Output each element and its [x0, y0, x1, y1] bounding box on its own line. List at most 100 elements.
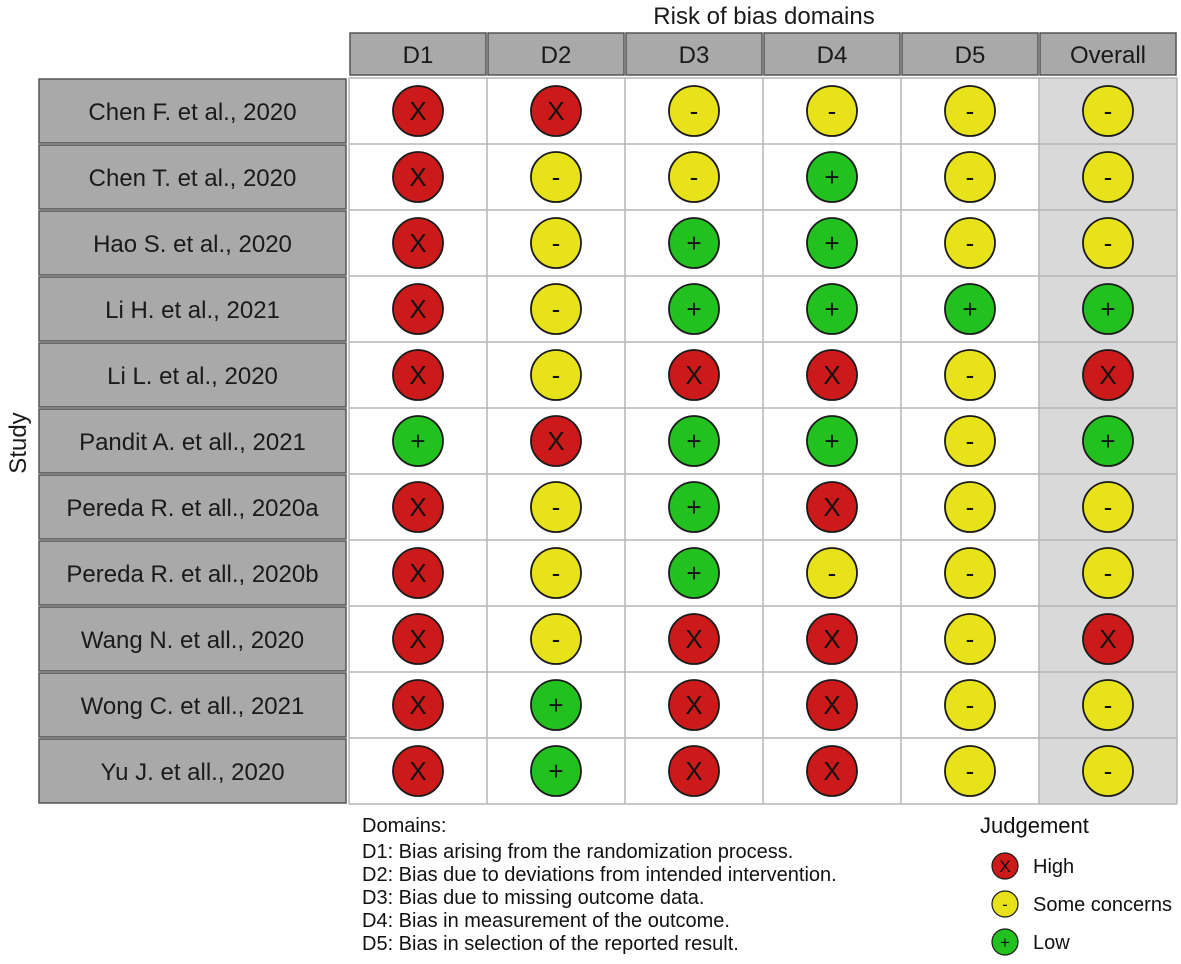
judgement-circle: [1082, 283, 1134, 335]
column-header-label: Overall: [1070, 42, 1146, 69]
judgement-circle: [668, 217, 720, 269]
study-rows: Chen F. et al., 2020 X X - - - - Chen T. et al.…: [38, 78, 1134, 804]
judgement-symbol: X: [823, 360, 840, 390]
judgement-circle: [530, 217, 582, 269]
judgement-circle: [668, 85, 720, 137]
judgement-symbol: +: [1100, 426, 1115, 456]
judgement-symbol: X: [547, 426, 564, 456]
judgement-circle: [944, 349, 996, 401]
judgement-symbol: -: [966, 492, 975, 522]
study-label: Chen T. et al., 2020: [89, 165, 297, 192]
judgement-symbol: X: [409, 690, 426, 720]
column-header-cell: [625, 32, 763, 76]
study-label-cell: [38, 144, 347, 210]
column-header-label: D4: [817, 42, 848, 69]
judgement-circle: [806, 745, 858, 797]
judgement-circle: [530, 547, 582, 599]
judgement-symbol: X: [685, 360, 702, 390]
domains-note-line: D2: Bias due to deviations from intended…: [362, 864, 837, 886]
study-label-cell: [38, 474, 347, 540]
judgement-circle: [944, 481, 996, 533]
judgement-circle: [806, 613, 858, 665]
judgement-circle: [944, 217, 996, 269]
column-header-label: D3: [679, 42, 710, 69]
judgement-symbol: -: [1104, 756, 1113, 786]
judgement-symbol: -: [552, 492, 561, 522]
judgement-circle: [392, 679, 444, 731]
judgement-circle: [392, 481, 444, 533]
column-header-label: D2: [541, 42, 572, 69]
judgement-symbol: +: [686, 492, 701, 522]
judgement-symbol: X: [823, 690, 840, 720]
judgement-symbol: -: [552, 228, 561, 258]
judgement-circle: [1082, 217, 1134, 269]
judgement-symbol: -: [552, 360, 561, 390]
study-label: Chen F. et al., 2020: [88, 99, 296, 126]
judgement-symbol: X: [823, 624, 840, 654]
judgement-symbol: -: [966, 756, 975, 786]
judgement-symbol: -: [690, 96, 699, 126]
study-label: Hao S. et al., 2020: [93, 231, 292, 258]
y-axis-label: Study: [5, 412, 32, 473]
legend-swatch-symbol: +: [1000, 933, 1010, 952]
judgement-circle: [1082, 85, 1134, 137]
judgement-circle: [944, 415, 996, 467]
judgement-symbol: -: [966, 558, 975, 588]
judgement-circle: [392, 745, 444, 797]
judgement-symbol: X: [409, 294, 426, 324]
judgement-symbol: -: [966, 162, 975, 192]
judgement-symbol: +: [686, 228, 701, 258]
judgement-symbol: +: [410, 426, 425, 456]
judgement-symbol: +: [824, 228, 839, 258]
judgement-symbol: +: [824, 426, 839, 456]
judgement-symbol: -: [1104, 492, 1113, 522]
judgement-symbol: -: [690, 162, 699, 192]
judgement-symbol: +: [824, 162, 839, 192]
legend-title: Judgement: [980, 813, 1089, 838]
legend-swatch-symbol: -: [1002, 895, 1008, 914]
judgement-symbol: X: [409, 492, 426, 522]
judgement-circle: [392, 415, 444, 467]
judgement-symbol: -: [1104, 690, 1113, 720]
judgement-symbol: X: [409, 228, 426, 258]
judgement-symbol: -: [966, 426, 975, 456]
judgement-circle: [806, 85, 858, 137]
judgement-symbol: X: [409, 624, 426, 654]
judgement-symbol: X: [409, 96, 426, 126]
judgement-circle: [806, 151, 858, 203]
judgement-symbol: -: [966, 690, 975, 720]
judgement-circle: [944, 613, 996, 665]
study-label-cell: [38, 672, 347, 738]
judgement-circle: [944, 547, 996, 599]
study-label-cell: [38, 738, 347, 804]
study-label-cell: [38, 342, 347, 408]
judgement-symbol: +: [962, 294, 977, 324]
judgement-symbol: +: [824, 294, 839, 324]
judgement-circle: [1082, 481, 1134, 533]
domains-note-line: D5: Bias in selection of the reported re…: [362, 933, 739, 955]
judgement-circle: [944, 151, 996, 203]
study-label: Yu J. et all., 2020: [100, 759, 284, 786]
judgement-circle: [668, 679, 720, 731]
study-label-cell: [38, 276, 347, 342]
study-label-cell: [38, 408, 347, 474]
column-header-label: D5: [955, 42, 986, 69]
judgement-symbol: X: [1099, 624, 1116, 654]
judgement-circle: [530, 679, 582, 731]
judgement-circle: [806, 481, 858, 533]
judgement-symbol: -: [1104, 162, 1113, 192]
judgement-circle: [392, 613, 444, 665]
judgement-circle: [806, 349, 858, 401]
judgement-circle: [530, 85, 582, 137]
judgement-circle: [806, 679, 858, 731]
study-label: Pereda R. et all., 2020b: [66, 561, 318, 588]
chart-title: Risk of bias domains: [653, 3, 874, 30]
study-label: Li H. et al., 2021: [105, 297, 280, 324]
judgement-circle: [530, 745, 582, 797]
judgement-symbol: +: [1100, 294, 1115, 324]
judgement-symbol: +: [686, 294, 701, 324]
study-label: Pereda R. et all., 2020a: [66, 495, 319, 522]
judgement-circle: [806, 415, 858, 467]
study-label-cell: [38, 606, 347, 672]
